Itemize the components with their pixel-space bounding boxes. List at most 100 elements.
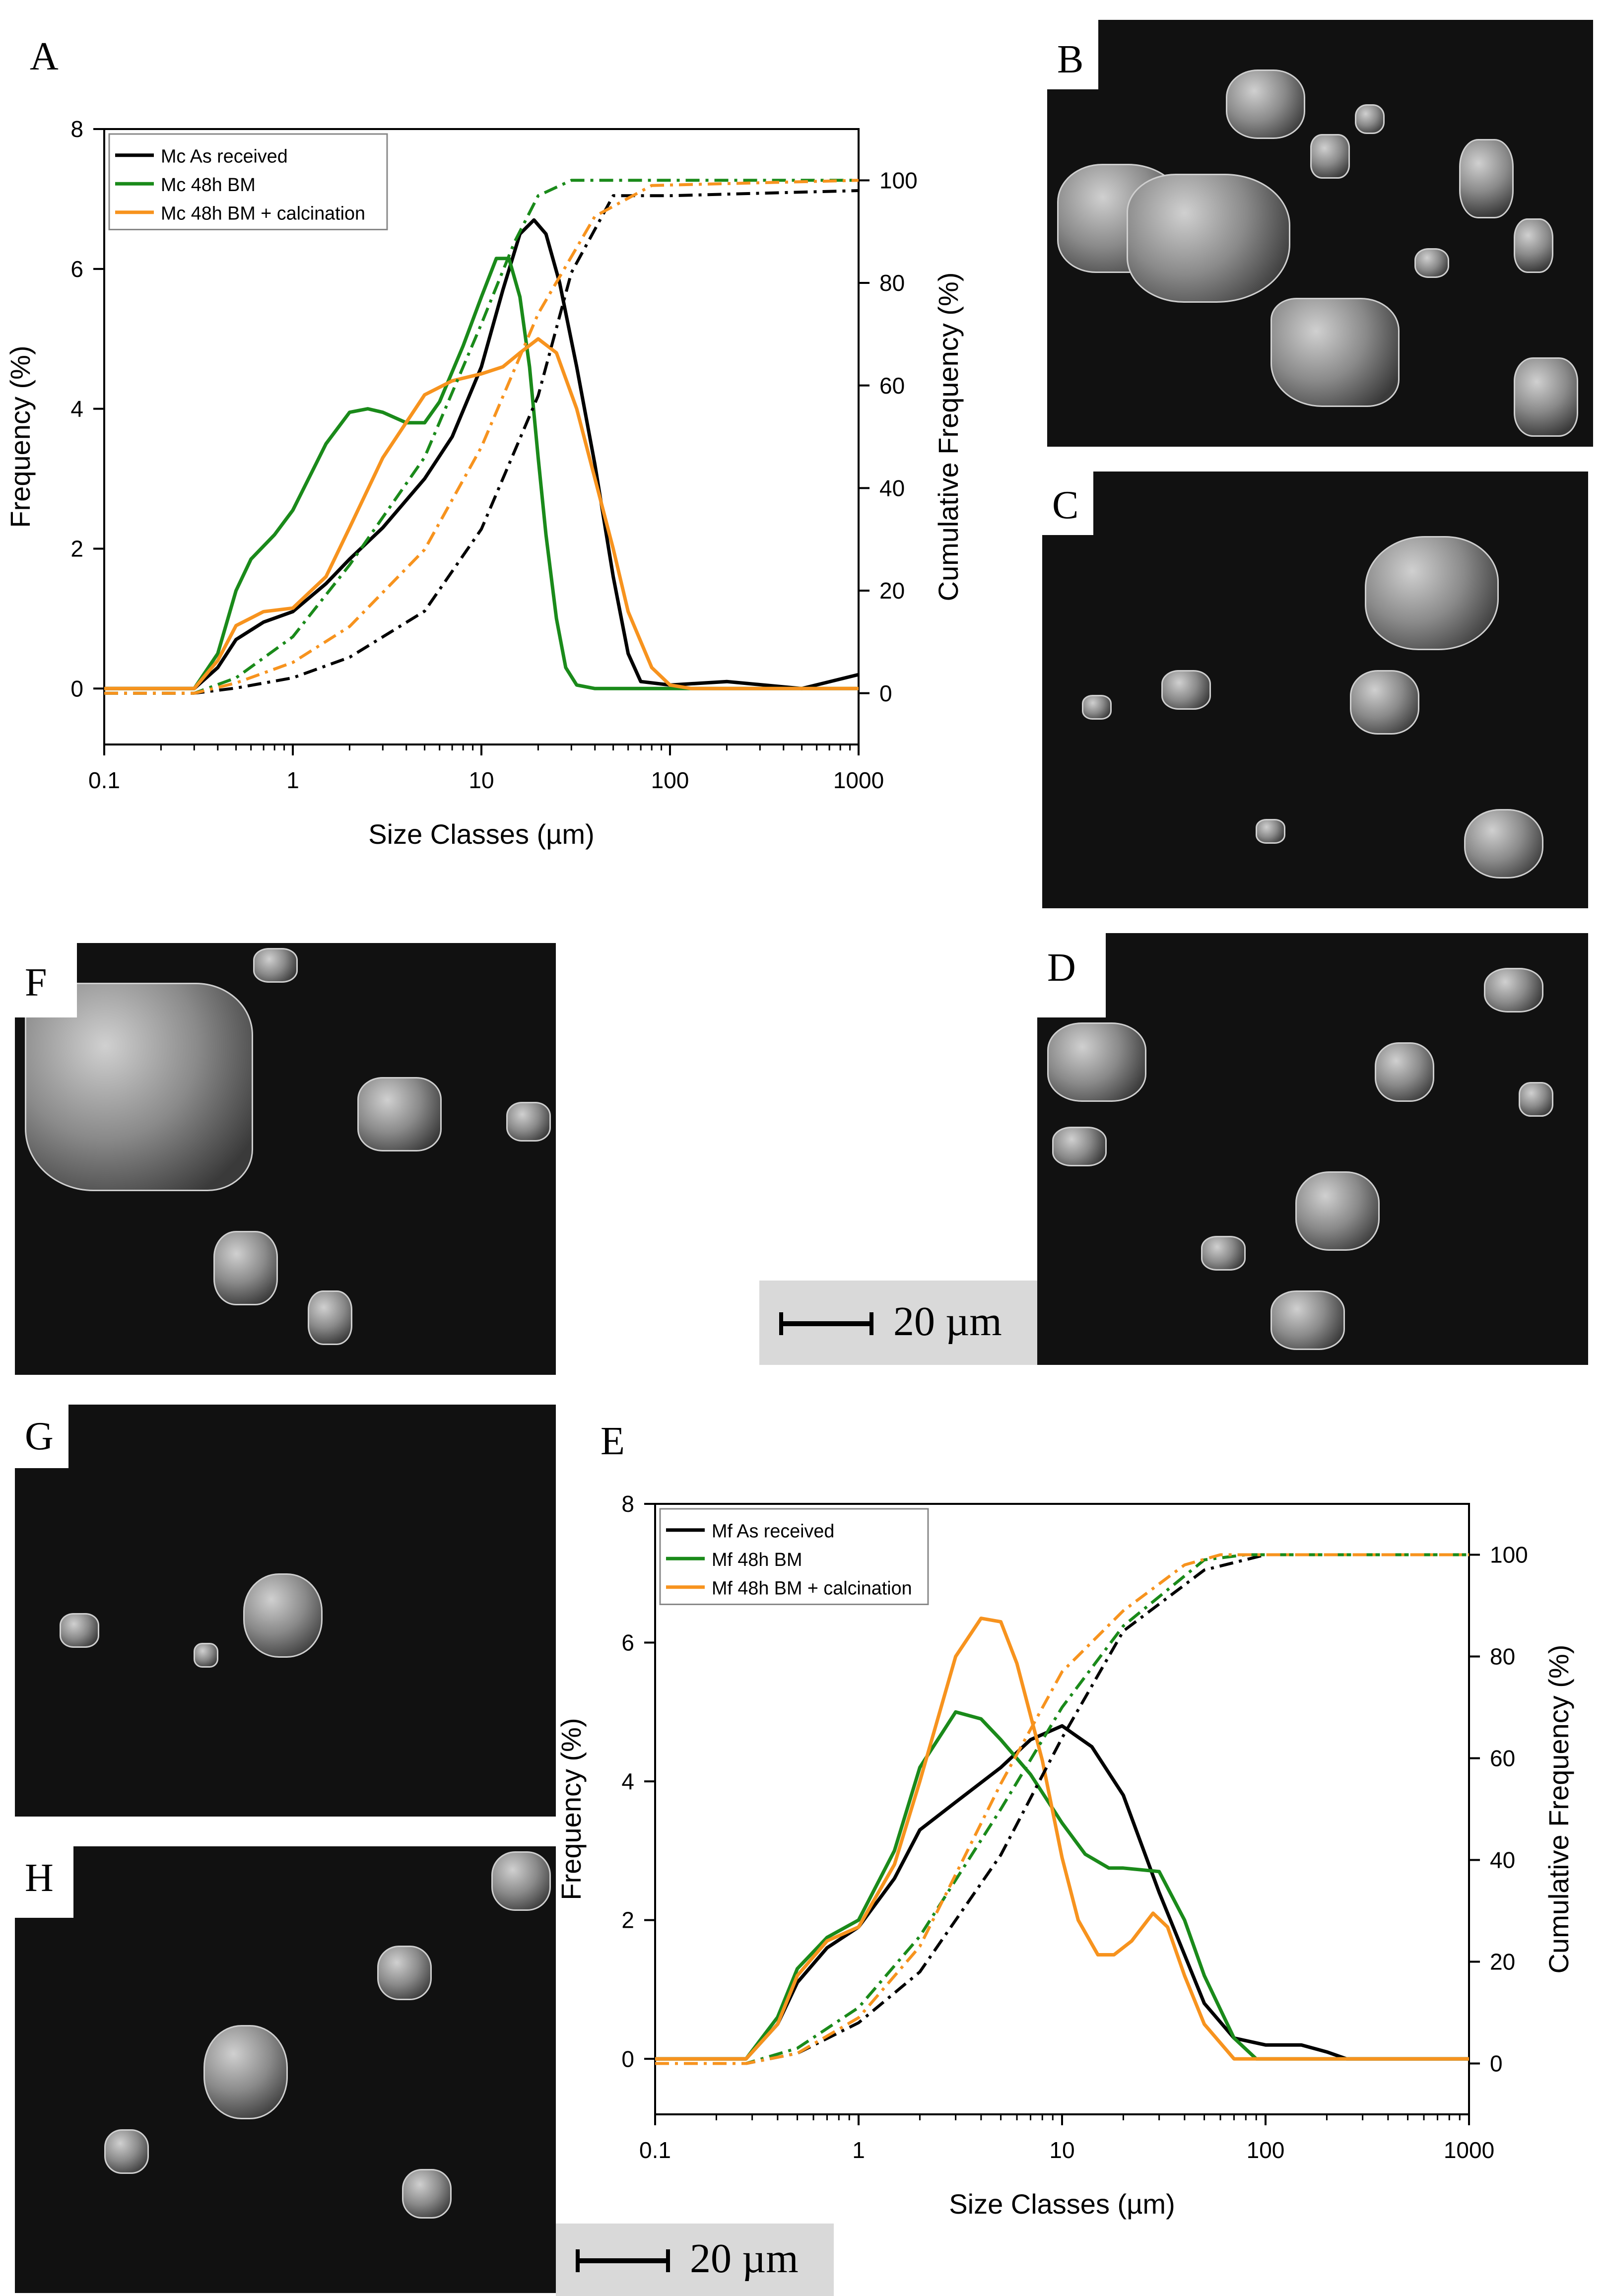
cumulative-line-2 xyxy=(655,1553,1469,2065)
y2-tick-label: 100 xyxy=(879,167,918,193)
series-line-1 xyxy=(655,1710,1469,2061)
particle xyxy=(104,2129,149,2174)
y-tick-label: 4 xyxy=(621,1768,634,1794)
x-tick-label: 0.1 xyxy=(639,2137,671,2163)
scale-bar-tick xyxy=(666,2249,670,2272)
particle xyxy=(506,1102,551,1142)
panel-label-c: C xyxy=(1042,472,1094,535)
x-tick-label: 1000 xyxy=(1444,2137,1494,2163)
particle xyxy=(1414,248,1449,278)
x-tick-label: 1 xyxy=(852,2137,865,2163)
particle xyxy=(1350,670,1419,735)
legend-label: Mc As received xyxy=(161,145,288,166)
cumulative-line-0 xyxy=(655,1553,1469,2065)
particle xyxy=(1464,809,1543,878)
particle xyxy=(253,948,298,983)
y2-axis-label: Cumulative Frequency (%) xyxy=(933,272,964,602)
y2-tick-label: 40 xyxy=(879,475,905,501)
series-line-2 xyxy=(655,1617,1469,2061)
panel-label-d: D xyxy=(1037,933,1106,1017)
series-line-2 xyxy=(104,337,859,690)
particle xyxy=(1226,69,1305,139)
y2-tick-label: 80 xyxy=(879,270,905,296)
y-axis-label: Frequency (%) xyxy=(555,1718,587,1900)
particle xyxy=(402,2169,452,2219)
particle xyxy=(377,1946,432,2000)
scale-bar: 20 µm xyxy=(759,1281,1037,1365)
particle xyxy=(1271,298,1400,407)
particle xyxy=(1295,1171,1380,1251)
particle xyxy=(1256,819,1285,844)
y2-tick-label: 60 xyxy=(1490,1746,1515,1771)
legend-box xyxy=(108,133,388,230)
x-tick-label: 10 xyxy=(1049,2137,1074,2163)
sem-image-g xyxy=(15,1405,556,1817)
particle xyxy=(60,1613,99,1648)
sem-image-f xyxy=(15,943,556,1375)
y2-tick-label: 0 xyxy=(879,680,892,706)
x-tick-label: 0.1 xyxy=(88,767,120,793)
scale-bar: 20 µm xyxy=(556,2224,834,2296)
cumulative-line-0 xyxy=(104,189,859,695)
particle xyxy=(1514,357,1578,437)
particle xyxy=(1052,1127,1107,1166)
particle xyxy=(194,1643,218,1668)
y-axis-label: Frequency (%) xyxy=(4,345,36,528)
sem-image-c xyxy=(1042,472,1588,908)
particle xyxy=(1127,174,1290,303)
y-tick-label: 6 xyxy=(70,256,83,282)
y-tick-label: 6 xyxy=(621,1630,634,1656)
particle xyxy=(357,1077,442,1151)
y2-tick-label: 20 xyxy=(1490,1949,1515,1975)
legend-label: Mf 48h BM xyxy=(712,1549,802,1570)
scale-bar-tick xyxy=(576,2249,580,2272)
particle xyxy=(1519,1082,1553,1117)
scale-bar-tick xyxy=(779,1312,783,1335)
scale-bar-label: 20 µm xyxy=(893,1298,1002,1345)
y-tick-label: 0 xyxy=(70,675,83,701)
x-tick-label: 100 xyxy=(1247,2137,1285,2163)
particle xyxy=(491,1851,551,1911)
particle xyxy=(1365,536,1499,650)
scale-bar-line xyxy=(576,2258,670,2263)
series-line-1 xyxy=(104,257,859,690)
scale-bar-tick xyxy=(869,1312,873,1335)
particle xyxy=(1459,139,1514,218)
particle xyxy=(213,1231,278,1305)
y-tick-label: 8 xyxy=(70,116,83,142)
particle xyxy=(25,983,253,1191)
series-line-0 xyxy=(104,218,859,690)
x-axis-label: Size Classes (µm) xyxy=(949,2188,1175,2220)
legend-label: Mf 48h BM + calcination xyxy=(712,1577,912,1598)
sem-image-d xyxy=(1037,933,1588,1365)
scale-bar-line xyxy=(779,1321,873,1326)
y2-axis-label: Cumulative Frequency (%) xyxy=(1543,1645,1574,1974)
particle xyxy=(1161,670,1211,710)
y2-tick-label: 20 xyxy=(879,578,905,604)
y-tick-label: 8 xyxy=(621,1491,634,1517)
x-tick-label: 100 xyxy=(651,767,689,793)
y-tick-label: 0 xyxy=(621,2046,634,2072)
particle xyxy=(1201,1236,1246,1271)
x-tick-label: 1 xyxy=(286,767,299,793)
scale-bar-label: 20 µm xyxy=(690,2235,799,2282)
particle xyxy=(1355,104,1385,134)
particle xyxy=(1271,1290,1345,1350)
y-tick-label: 4 xyxy=(70,396,83,422)
particle xyxy=(308,1290,352,1345)
particle xyxy=(1047,1022,1146,1102)
particle xyxy=(243,1573,323,1658)
y2-tick-label: 0 xyxy=(1490,2051,1503,2077)
legend-label: Mf As received xyxy=(712,1520,834,1541)
particle xyxy=(1375,1042,1434,1102)
cumulative-line-1 xyxy=(655,1553,1469,2065)
cumulative-line-1 xyxy=(104,179,859,695)
y2-tick-label: 60 xyxy=(879,373,905,399)
panel-label-b: B xyxy=(1047,20,1099,89)
particle xyxy=(1310,134,1350,179)
y2-tick-label: 80 xyxy=(1490,1644,1515,1670)
cumulative-line-2 xyxy=(104,179,859,695)
